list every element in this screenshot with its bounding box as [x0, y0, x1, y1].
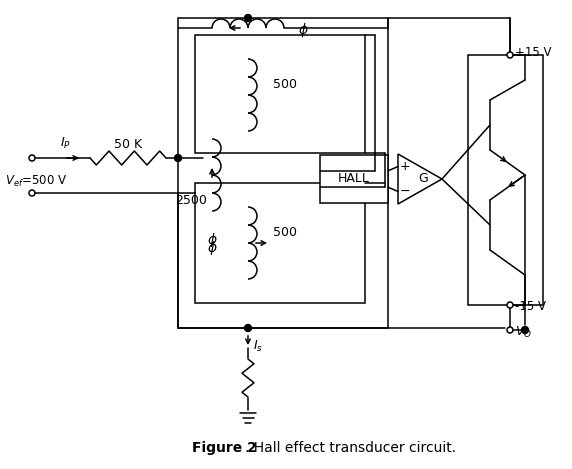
Polygon shape: [398, 154, 442, 204]
Circle shape: [522, 326, 529, 333]
Text: HALL: HALL: [338, 173, 370, 186]
Text: 2500: 2500: [175, 194, 207, 206]
Circle shape: [507, 327, 513, 333]
Bar: [320, 155, 388, 203]
Circle shape: [244, 15, 252, 22]
Bar: [468, 55, 543, 305]
Text: $V_{ef}$=500 V: $V_{ef}$=500 V: [5, 174, 67, 189]
Text: $\phi$: $\phi$: [207, 239, 218, 257]
Text: $\phi$: $\phi$: [207, 231, 218, 249]
Text: 50 K: 50 K: [114, 137, 142, 151]
Bar: [195, 183, 365, 303]
Text: Figure 2: Figure 2: [192, 441, 257, 455]
Circle shape: [174, 154, 181, 161]
Circle shape: [29, 155, 35, 161]
Text: +15 V: +15 V: [515, 46, 551, 60]
Text: $V_O$: $V_O$: [515, 325, 532, 340]
Text: $I_P$: $I_P$: [60, 136, 71, 151]
Text: 500: 500: [273, 78, 297, 91]
Circle shape: [507, 302, 513, 308]
Bar: [178, 18, 388, 328]
Circle shape: [507, 52, 513, 58]
Text: +: +: [400, 160, 410, 173]
Circle shape: [29, 190, 35, 196]
Text: $\phi$: $\phi$: [298, 21, 309, 39]
Bar: [195, 35, 365, 153]
Text: -15 V: -15 V: [515, 301, 546, 313]
Text: 500: 500: [273, 227, 297, 240]
Text: $I_s$: $I_s$: [253, 339, 263, 354]
Text: . Hall effect transducer circuit.: . Hall effect transducer circuit.: [245, 441, 456, 455]
Text: −: −: [400, 185, 410, 198]
Circle shape: [244, 325, 252, 332]
Text: G: G: [418, 173, 428, 186]
